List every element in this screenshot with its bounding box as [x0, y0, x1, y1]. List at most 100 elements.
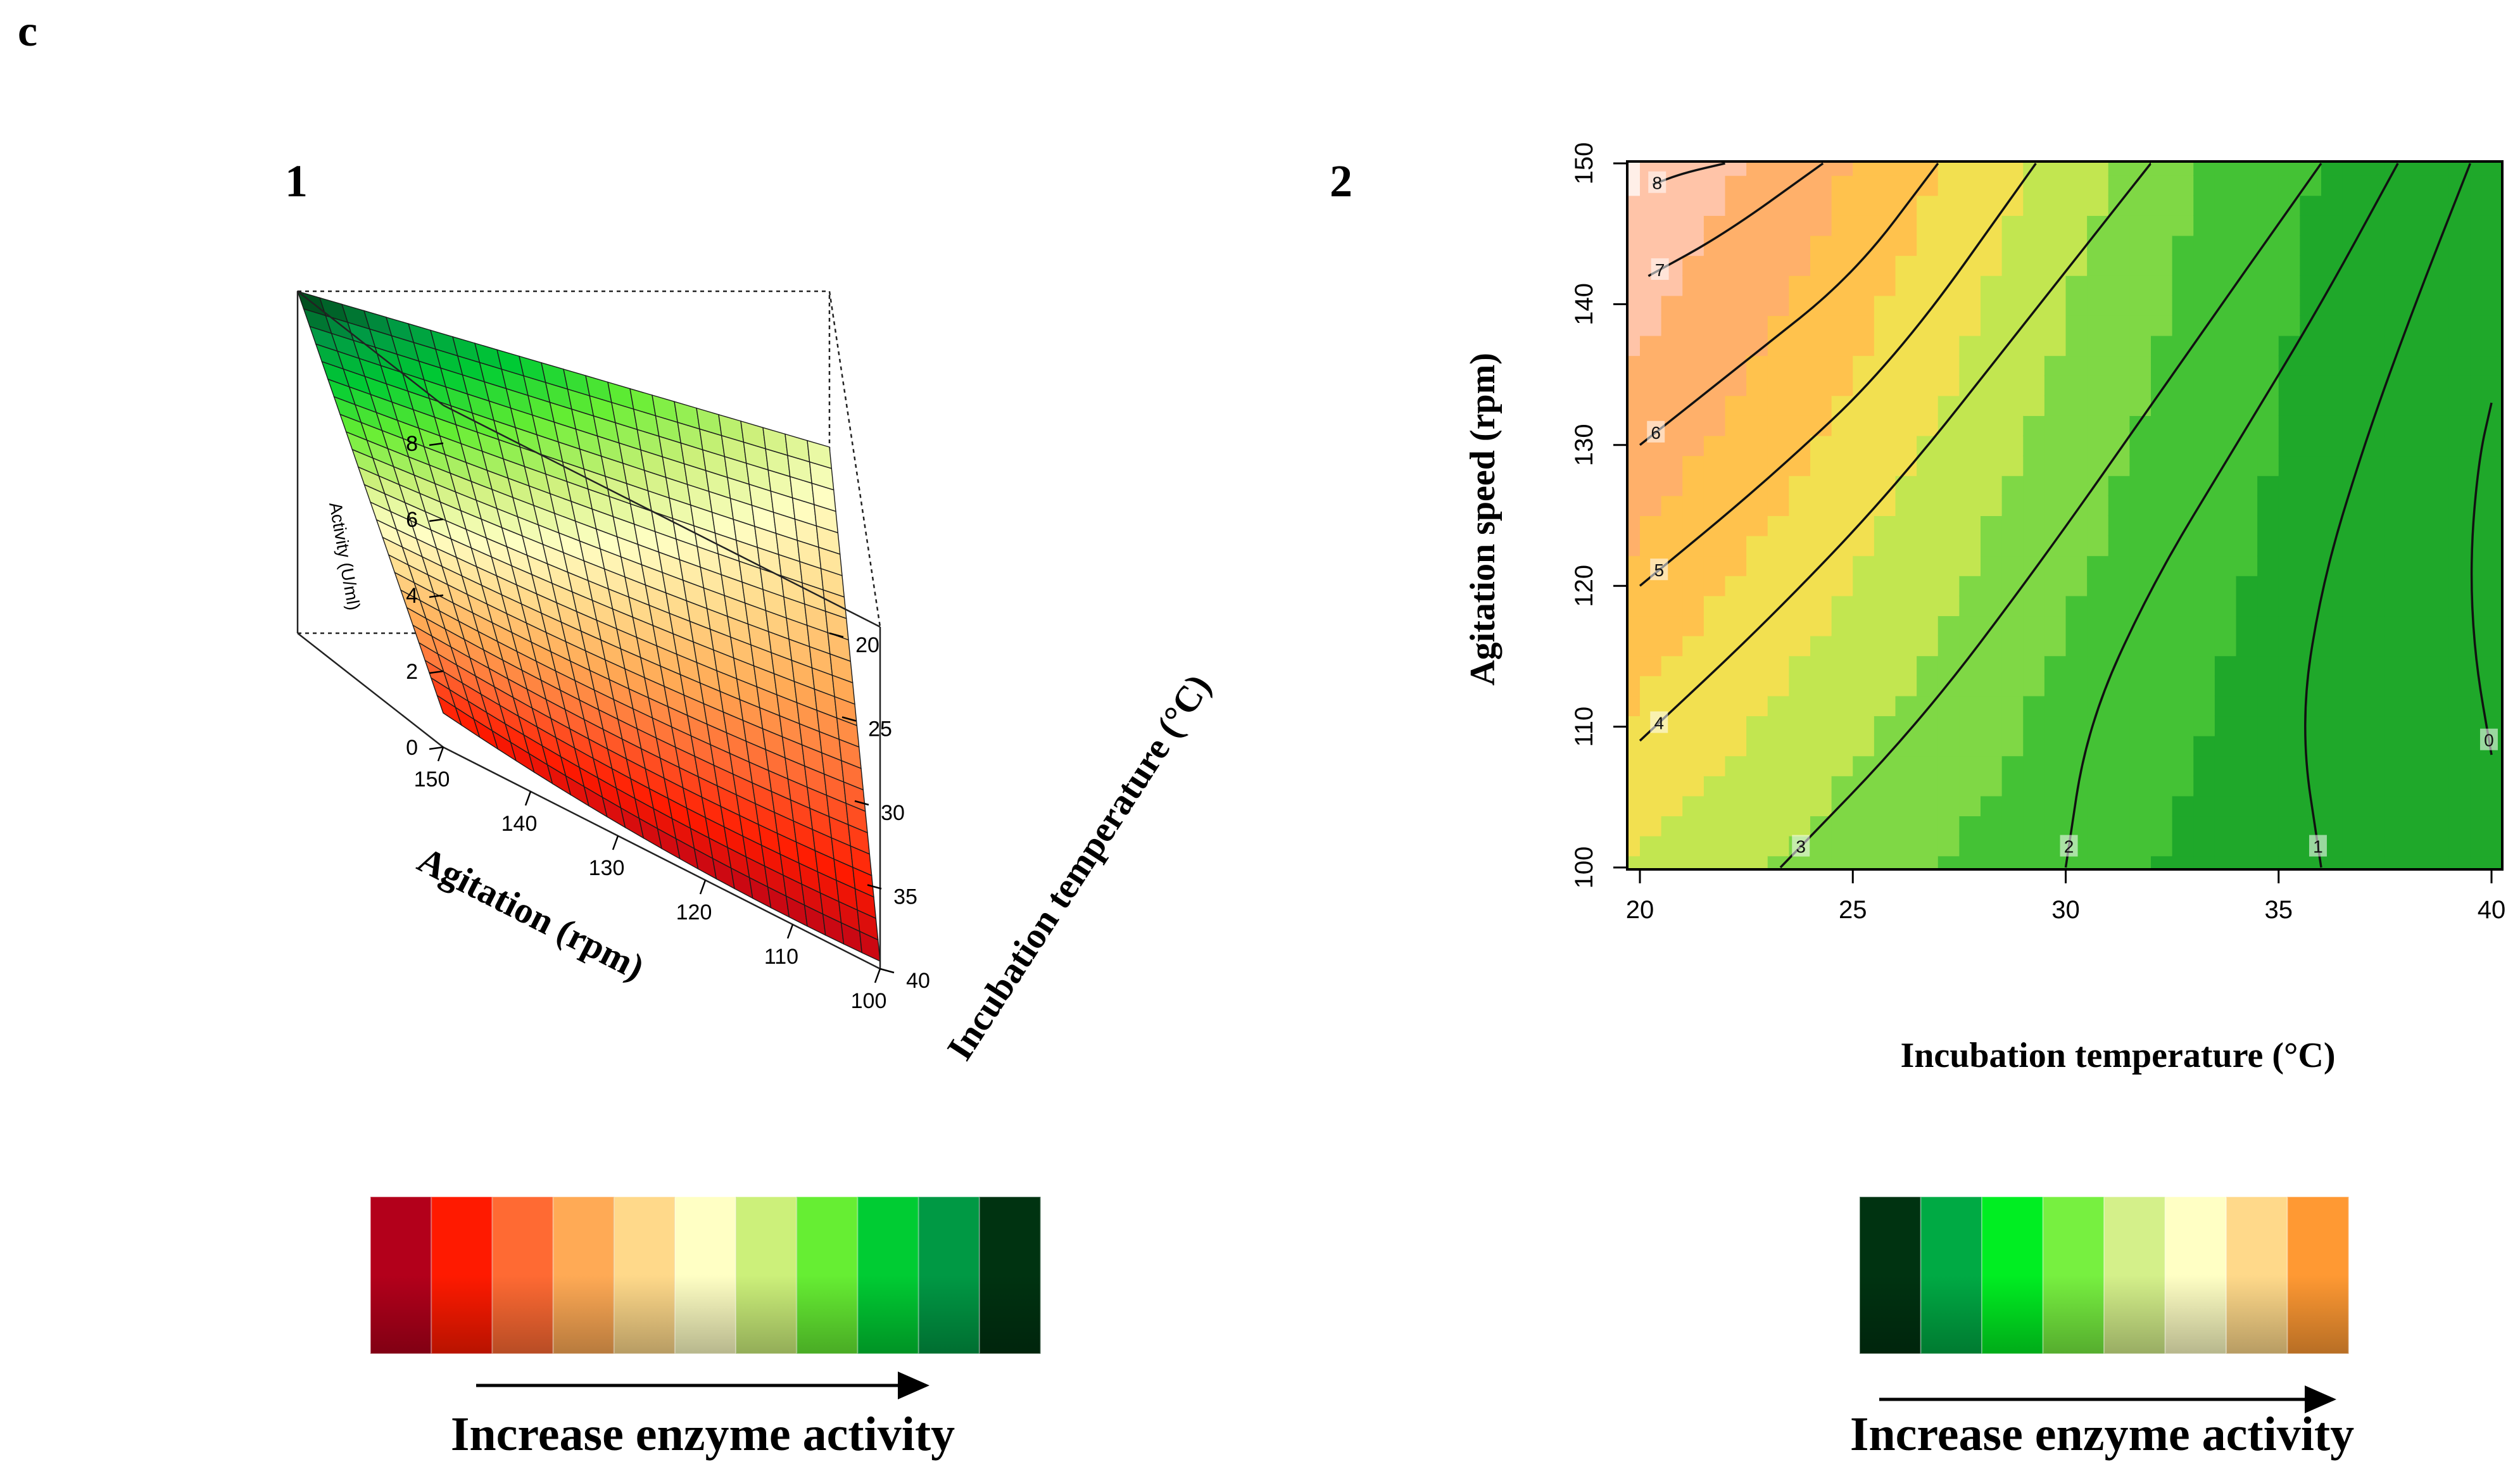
- heatmap-cell: [2428, 655, 2450, 676]
- heatmap-cell: [2364, 735, 2386, 757]
- heatmap-cell: [1831, 395, 1854, 416]
- heatmap-cell: [1640, 195, 1662, 216]
- heatmap-cell: [2065, 655, 2088, 676]
- heatmap-cell: [2172, 175, 2195, 196]
- contour-y-tick-label: 150: [1570, 142, 1598, 185]
- heatmap-cell: [2470, 755, 2492, 776]
- heatmap-cell: [2257, 355, 2279, 376]
- heatmap-cell: [1959, 495, 1981, 516]
- heatmap-cell: [2129, 375, 2151, 396]
- heatmap-cell: [2257, 876, 2279, 897]
- heatmap-cell: [2406, 835, 2429, 857]
- heatmap-cell: [2257, 615, 2279, 636]
- heatmap-cell: [2470, 295, 2492, 316]
- heatmap-cell: [1661, 435, 1684, 457]
- heatmap-cell: [2023, 716, 2045, 736]
- heatmap-cell: [1831, 615, 1854, 636]
- heatmap-cell: [1661, 795, 1684, 817]
- heatmap-cell: [2428, 495, 2450, 516]
- heatmap-cell: [2214, 161, 2237, 176]
- heatmap-cell: [1938, 136, 1960, 156]
- heatmap-cell: [2236, 555, 2259, 576]
- heatmap-cell: [1725, 275, 1748, 296]
- heatmap-cell: [1959, 315, 1981, 336]
- heatmap-cell: [1917, 595, 1939, 617]
- heatmap-cell: [2278, 315, 2301, 336]
- heatmap-cell: [2406, 755, 2429, 776]
- heatmap-cell: [2448, 716, 2471, 736]
- heatmap-cell: [2151, 395, 2173, 416]
- heatmap-cell: [2406, 655, 2429, 676]
- heatmap-cell: [2470, 595, 2492, 617]
- heatmap-cell: [2087, 195, 2109, 216]
- heatmap-cell: [2257, 435, 2279, 457]
- heatmap-cell: [2300, 275, 2322, 296]
- heatmap-cell: [2129, 255, 2151, 276]
- colorbar-swatch: [552, 1196, 615, 1354]
- heatmap-cell: [2278, 175, 2301, 196]
- colorbar-swatch: [613, 1196, 676, 1354]
- heatmap-cell: [2428, 161, 2450, 176]
- heatmap-cell: [1661, 455, 1684, 476]
- heatmap-cell: [1981, 675, 2003, 697]
- heatmap-cell: [2385, 295, 2407, 316]
- heatmap-cell: [1895, 161, 1918, 176]
- heatmap-cell: [1917, 855, 1939, 869]
- heatmap-cell: [2492, 475, 2502, 496]
- heatmap-cell: [2492, 235, 2502, 256]
- heatmap-cell: [1874, 335, 1896, 356]
- heatmap-cell: [2172, 835, 2195, 857]
- heatmap-cell: [2321, 161, 2343, 176]
- heatmap-cell: [2236, 475, 2259, 496]
- contour-y-tick-label: 100: [1570, 847, 1598, 889]
- heatmap-cell: [2023, 675, 2045, 697]
- heatmap-cell: [1895, 275, 1918, 296]
- activity-axis-label: Activity (U/ml): [325, 501, 364, 612]
- heatmap-cell: [2151, 716, 2173, 736]
- heatmap-cell: [1917, 835, 1939, 857]
- heatmap-cell: [1831, 275, 1854, 296]
- heatmap-cell: [1640, 295, 1662, 316]
- heatmap-cell: [1789, 855, 1811, 869]
- heatmap-cell: [2065, 375, 2088, 396]
- heatmap-cell: [2065, 695, 2088, 717]
- heatmap-cell: [2129, 635, 2151, 657]
- heatmap-cell: [1703, 816, 1726, 836]
- heatmap-cell: [2279, 136, 2301, 156]
- colorbar-swatch: [735, 1196, 798, 1354]
- heatmap-cell: [2448, 475, 2471, 496]
- heatmap-cell: [2257, 295, 2279, 316]
- heatmap-cell: [1853, 816, 1875, 836]
- heatmap-cell: [1959, 535, 1981, 557]
- heatmap-cell: [1937, 575, 1960, 596]
- heatmap-cell: [2001, 615, 2024, 636]
- heatmap-cell: [2364, 876, 2386, 897]
- heatmap-cell: [2129, 735, 2151, 757]
- heatmap-cell: [1703, 475, 1726, 496]
- heatmap-cell: [2385, 515, 2407, 536]
- heatmap-cell: [2492, 295, 2502, 316]
- heatmap-cell: [2278, 655, 2301, 676]
- heatmap-cell: [2023, 215, 2045, 236]
- heatmap-cell: [2428, 695, 2450, 717]
- heatmap-cell: [2214, 575, 2237, 596]
- heatmap-cell: [2364, 816, 2386, 836]
- heatmap-cell: [2087, 355, 2109, 376]
- heatmap-cell: [2044, 515, 2067, 536]
- heatmap-cell: [2151, 795, 2173, 817]
- heatmap-cell: [1767, 335, 1790, 356]
- heatmap-cell: [2129, 195, 2151, 216]
- heatmap-cell: [2300, 415, 2322, 436]
- heatmap-cell: [1789, 275, 1811, 296]
- heatmap-cell: [2300, 495, 2322, 516]
- heatmap-cell: [1810, 455, 1832, 476]
- heatmap-cell: [2065, 555, 2088, 576]
- heatmap-cell: [2428, 716, 2450, 736]
- heatmap-cell: [2257, 835, 2279, 857]
- heatmap-cell: [1682, 755, 1704, 776]
- heatmap-cell: [2342, 675, 2365, 697]
- surface-colorbar: [370, 1196, 1042, 1354]
- heatmap-cell: [1917, 775, 1939, 797]
- heatmap-cell: [2385, 255, 2407, 276]
